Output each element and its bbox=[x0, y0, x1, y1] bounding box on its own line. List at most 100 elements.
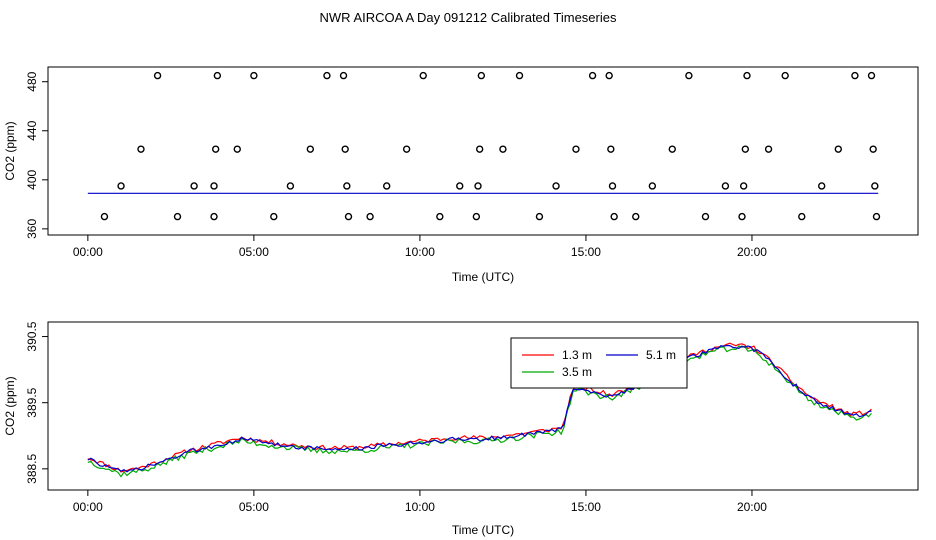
top-data-point bbox=[339, 71, 348, 80]
top-data-point bbox=[210, 182, 218, 190]
legend-label-5-1m: 5.1 m bbox=[646, 348, 676, 362]
top-data-point bbox=[818, 182, 826, 190]
top-data-point bbox=[608, 182, 617, 190]
top-y-axis-label: CO2 (ppm) bbox=[3, 121, 17, 180]
top-data-point bbox=[286, 182, 295, 190]
top-data-point bbox=[764, 145, 773, 153]
top-data-point bbox=[343, 182, 351, 190]
top-y-tick-label: 400 bbox=[25, 169, 39, 189]
top-data-point bbox=[871, 182, 879, 190]
top-data-point bbox=[685, 71, 693, 80]
bottom-x-axis-label: Time (UTC) bbox=[452, 523, 514, 537]
top-x-axis-label: Time (UTC) bbox=[452, 270, 514, 284]
bottom-plot-frame bbox=[47, 321, 919, 491]
top-data-point bbox=[834, 145, 843, 153]
top-data-point bbox=[739, 182, 748, 190]
top-data-point bbox=[648, 182, 657, 190]
top-data-point bbox=[402, 145, 411, 153]
top-data-point bbox=[323, 71, 331, 80]
top-data-point bbox=[117, 182, 125, 190]
bottom-x-tick-label: 15:00 bbox=[571, 500, 601, 514]
top-data-point bbox=[610, 212, 618, 221]
top-data-point bbox=[668, 145, 676, 153]
top-data-point bbox=[436, 212, 444, 221]
top-data-point bbox=[153, 71, 162, 80]
top-data-point bbox=[572, 145, 580, 153]
top-data-point bbox=[233, 145, 241, 153]
top-data-point bbox=[475, 145, 484, 153]
series-line-5-1-m bbox=[87, 344, 872, 473]
top-data-point bbox=[213, 71, 222, 80]
top-data-point bbox=[743, 71, 751, 80]
top-data-point bbox=[738, 212, 746, 221]
top-data-point bbox=[781, 71, 789, 80]
bottom-x-axis: 00:00 05:00 10:00 15:00 20:00 bbox=[73, 490, 767, 514]
bottom-y-tick-label: 388.5 bbox=[25, 453, 39, 483]
top-y-tick-label: 440 bbox=[25, 120, 39, 140]
top-data-point bbox=[366, 212, 374, 221]
top-data-point bbox=[607, 145, 615, 153]
top-data-point bbox=[190, 182, 198, 190]
top-x-tick-label: 20:00 bbox=[737, 245, 767, 259]
top-data-point bbox=[383, 182, 391, 190]
bottom-y-tick-label: 389.5 bbox=[25, 387, 39, 417]
series-line-1-3-m bbox=[87, 342, 872, 473]
top-data-point bbox=[472, 212, 481, 221]
legend-box bbox=[510, 337, 688, 389]
top-data-point bbox=[605, 71, 613, 80]
bottom-x-tick-label: 20:00 bbox=[737, 500, 767, 514]
top-data-point bbox=[211, 145, 220, 153]
top-x-tick-label: 00:00 bbox=[73, 245, 103, 259]
top-data-point bbox=[173, 212, 182, 221]
top-data-point bbox=[456, 182, 464, 190]
top-y-tick-label: 360 bbox=[25, 219, 39, 239]
top-data-point bbox=[798, 212, 806, 221]
top-x-tick-label: 15:00 bbox=[571, 245, 601, 259]
top-data-point bbox=[872, 212, 881, 221]
top-data-point bbox=[419, 71, 427, 80]
bottom-y-axis-label: CO2 (ppm) bbox=[3, 376, 17, 435]
bottom-lines bbox=[87, 342, 872, 478]
top-data-point bbox=[210, 212, 218, 221]
top-data-point bbox=[515, 71, 524, 80]
top-data-point bbox=[270, 212, 278, 221]
bottom-panel: 00:00 05:00 10:00 15:00 20:00 388.5 389.5 390.… bbox=[3, 321, 919, 537]
top-points bbox=[87, 71, 881, 221]
top-data-point bbox=[137, 145, 145, 153]
top-y-axis: 360 400 440 480 bbox=[25, 71, 48, 239]
top-data-point bbox=[477, 71, 486, 80]
legend: 1.3 m 5.1 m 3.5 m bbox=[510, 337, 688, 389]
top-data-point bbox=[100, 212, 109, 221]
top-data-point bbox=[341, 145, 349, 153]
series-line-3-5-m bbox=[87, 345, 872, 478]
top-data-point bbox=[552, 182, 560, 190]
top-data-point bbox=[867, 71, 876, 80]
top-x-tick-label: 05:00 bbox=[239, 245, 269, 259]
top-data-point bbox=[869, 145, 877, 153]
bottom-x-tick-label: 00:00 bbox=[73, 500, 103, 514]
top-x-axis: 00:00 05:00 10:00 15:00 20:00 bbox=[73, 235, 767, 259]
top-data-point bbox=[306, 145, 315, 153]
bottom-y-tick-label: 390.5 bbox=[25, 321, 39, 351]
bottom-y-axis: 388.5 389.5 390.5 bbox=[25, 321, 48, 484]
top-y-tick-label: 480 bbox=[25, 71, 39, 91]
top-data-point bbox=[632, 212, 640, 221]
bottom-x-tick-label: 05:00 bbox=[239, 500, 269, 514]
top-panel: 00:00 05:00 10:00 15:00 20:00 360 400 440 480 T… bbox=[3, 66, 919, 284]
top-data-point bbox=[535, 212, 544, 221]
top-data-point bbox=[344, 212, 353, 221]
legend-label-1-3m: 1.3 m bbox=[562, 348, 592, 362]
top-data-point bbox=[701, 212, 710, 221]
top-data-point bbox=[721, 182, 730, 190]
bottom-x-tick-label: 10:00 bbox=[405, 500, 435, 514]
figure-title: NWR AIRCOA A Day 091212 Calibrated Times… bbox=[320, 10, 617, 25]
top-data-point bbox=[499, 145, 507, 153]
legend-label-3-5m: 3.5 m bbox=[562, 365, 592, 379]
top-data-point bbox=[851, 71, 859, 80]
top-plot-frame bbox=[47, 66, 919, 236]
top-x-tick-label: 10:00 bbox=[405, 245, 435, 259]
top-data-point bbox=[588, 71, 597, 80]
top-data-point bbox=[741, 145, 750, 153]
top-data-point bbox=[474, 182, 482, 190]
